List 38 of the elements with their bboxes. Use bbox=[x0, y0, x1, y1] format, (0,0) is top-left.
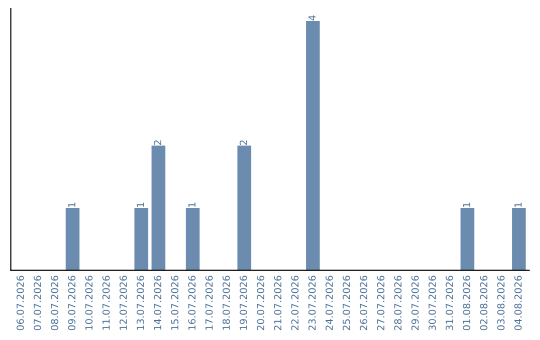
x-tick-label: 03.08.2026 bbox=[497, 276, 505, 330]
data-label: 1 bbox=[463, 202, 470, 207]
x-tick-label: 28.07.2026 bbox=[394, 276, 402, 330]
x-tick-label: 10.07.2026 bbox=[85, 276, 93, 330]
data-label: 1 bbox=[136, 202, 144, 207]
x-tick-label: 02.08.2026 bbox=[480, 276, 488, 330]
x-tick-label: 08.07.2026 bbox=[50, 276, 58, 330]
x-tick-label: 11.07.2026 bbox=[102, 276, 110, 330]
data-label: 2 bbox=[240, 140, 247, 145]
x-tick-label: 13.07.2026 bbox=[136, 276, 144, 330]
x-tick-label: 01.08.2026 bbox=[462, 276, 470, 330]
x-tick-label: 16.07.2026 bbox=[188, 276, 196, 330]
x-tick-label: 12.07.2026 bbox=[120, 276, 127, 330]
x-tick-label: 19.07.2026 bbox=[240, 276, 248, 330]
data-label: 1 bbox=[188, 202, 196, 207]
x-tick-label: 17.07.2026 bbox=[205, 276, 213, 330]
x-tick-label: 14.07.2026 bbox=[154, 276, 162, 330]
x-tick-label: 29.07.2026 bbox=[411, 276, 419, 330]
x-tick-label: 31.07.2026 bbox=[446, 276, 454, 330]
x-tick-label: 04.08.2026 bbox=[514, 276, 522, 330]
x-tick-label: 25.07.2026 bbox=[342, 276, 350, 330]
x-tick-label: 18.07.2026 bbox=[222, 276, 230, 330]
x-tick-label: 22.07.2026 bbox=[291, 276, 299, 330]
x-tick-label: 15.07.2026 bbox=[171, 276, 178, 330]
x-tick-label: 26.07.2026 bbox=[360, 276, 368, 330]
x-tick-label: 09.07.2026 bbox=[68, 276, 76, 330]
data-label: 1 bbox=[514, 202, 522, 207]
x-tick-label: 30.07.2026 bbox=[428, 276, 436, 330]
x-tick-label: 07.07.2026 bbox=[34, 276, 42, 330]
x-tick-label: 24.07.2026 bbox=[326, 276, 333, 330]
x-tick-label: 06.07.2026 bbox=[16, 276, 24, 330]
data-label: 2 bbox=[154, 140, 162, 145]
data-label: 4 bbox=[308, 15, 316, 20]
x-tick-label: 21.07.2026 bbox=[274, 276, 282, 330]
x-tick-label: 23.07.2026 bbox=[308, 276, 316, 330]
data-label: 1 bbox=[68, 202, 76, 207]
x-tick-label: 27.07.2026 bbox=[377, 276, 384, 330]
x-tick-label: 20.07.2026 bbox=[256, 276, 264, 330]
